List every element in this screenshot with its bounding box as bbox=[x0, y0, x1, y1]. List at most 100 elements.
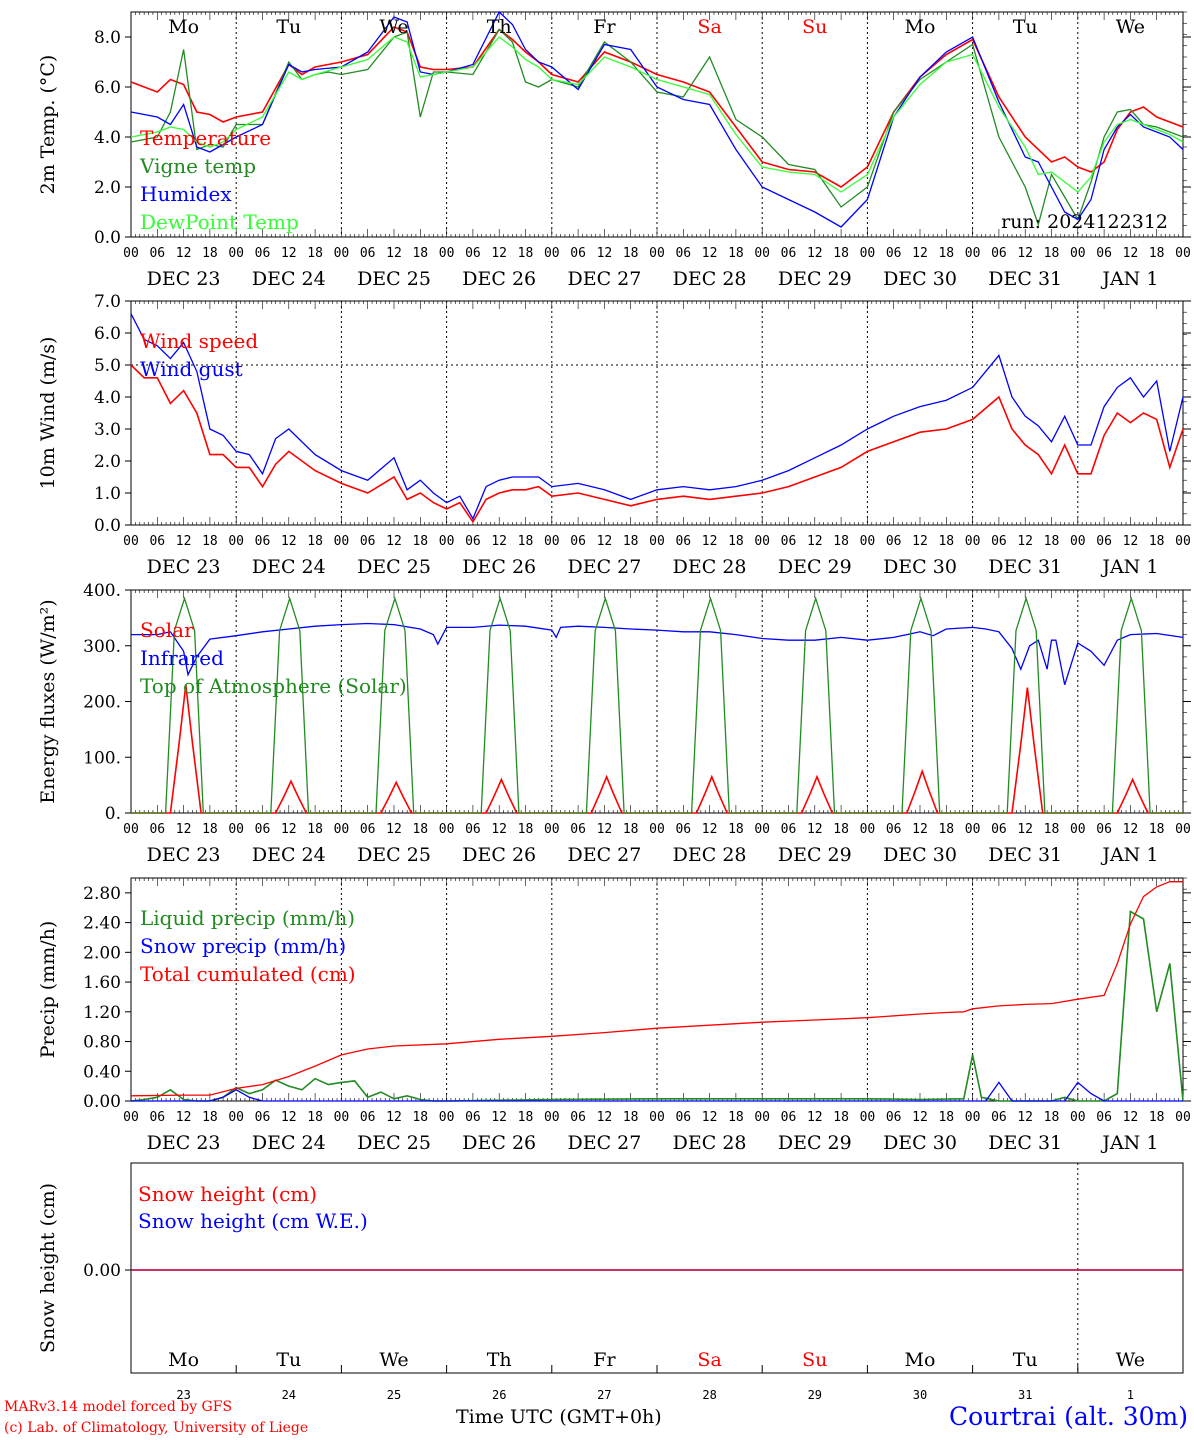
day-number-label: 31 bbox=[1018, 1388, 1032, 1402]
hour-tick-label: 12 bbox=[1017, 534, 1033, 549]
day-number-label: 1 bbox=[1127, 1388, 1134, 1402]
hour-tick-label: 12 bbox=[176, 246, 192, 261]
hour-tick-label: 18 bbox=[1044, 534, 1060, 549]
hour-tick-label: 00 bbox=[544, 1110, 560, 1125]
panel-5: Snow height (cm) bbox=[37, 1162, 1184, 1374]
ytick-label: 2.80 bbox=[83, 884, 121, 904]
day-label: DEC 31 bbox=[988, 1132, 1062, 1154]
hour-tick-label: 00 bbox=[1070, 822, 1086, 837]
day-label: DEC 30 bbox=[883, 268, 957, 290]
hour-tick-label: 00 bbox=[334, 246, 350, 261]
weekday-label: We bbox=[1116, 16, 1145, 38]
hour-tick-label: 18 bbox=[728, 246, 744, 261]
hour-tick-label: 06 bbox=[255, 534, 271, 549]
legend-entry: Solar bbox=[140, 618, 194, 642]
hour-tick-label: 12 bbox=[597, 534, 613, 549]
hour-tick-label: 06 bbox=[991, 534, 1007, 549]
hour-tick-label: 18 bbox=[938, 822, 954, 837]
day-label: DEC 23 bbox=[147, 268, 221, 290]
hour-tick-label: 00 bbox=[123, 246, 139, 261]
legend-entry: Liquid precip (mm/h) bbox=[140, 906, 355, 930]
hour-tick-label: 06 bbox=[149, 1110, 165, 1125]
hour-tick-label: 06 bbox=[675, 246, 691, 261]
hour-tick-label: 12 bbox=[176, 1110, 192, 1125]
day-label: DEC 31 bbox=[988, 268, 1062, 290]
weekday-label: Mo bbox=[905, 16, 936, 38]
time-axis-label: Time UTC (GMT+0h) bbox=[456, 1406, 662, 1428]
hour-tick-label: 06 bbox=[781, 534, 797, 549]
hour-tick-label: 18 bbox=[1149, 1110, 1165, 1125]
hour-tick-label: 00 bbox=[860, 1110, 876, 1125]
day-number-label: 24 bbox=[282, 1388, 296, 1402]
hour-tick-label: 06 bbox=[675, 534, 691, 549]
hour-tick-label: 00 bbox=[439, 822, 455, 837]
station-label: Courtrai (alt. 30m) bbox=[949, 1402, 1188, 1431]
hour-tick-label: 06 bbox=[886, 1110, 902, 1125]
yaxis-label: Energy fluxes (W/m²) bbox=[37, 599, 59, 803]
day-label: DEC 25 bbox=[357, 268, 431, 290]
hour-tick-label: 18 bbox=[623, 822, 639, 837]
hour-tick-label: 12 bbox=[702, 1110, 718, 1125]
yaxis-label: Snow height (cm) bbox=[37, 1183, 59, 1353]
hour-tick-label: 18 bbox=[728, 1110, 744, 1125]
run-label: run: 2024122312 bbox=[1001, 211, 1168, 233]
legend-entry: Wind speed bbox=[140, 329, 258, 353]
hour-tick-label: 12 bbox=[281, 534, 297, 549]
hour-tick-label: 12 bbox=[491, 1110, 507, 1125]
hour-tick-label: 12 bbox=[702, 822, 718, 837]
hour-tick-label: 06 bbox=[1096, 534, 1112, 549]
hour-tick-label: 00 bbox=[123, 1110, 139, 1125]
hour-tick-label: 18 bbox=[412, 246, 428, 261]
day-label: DEC 25 bbox=[357, 1132, 431, 1154]
ytick-label: 4.0 bbox=[94, 128, 121, 148]
weekday-label: Su bbox=[802, 1349, 827, 1371]
day-label: DEC 29 bbox=[778, 268, 852, 290]
hour-tick-label: 06 bbox=[570, 534, 586, 549]
day-number-label: 26 bbox=[492, 1388, 506, 1402]
hour-tick-label: 00 bbox=[544, 246, 560, 261]
ytick-label: 0.40 bbox=[83, 1062, 121, 1082]
hour-tick-label: 12 bbox=[912, 1110, 928, 1125]
hour-tick-label: 00 bbox=[228, 246, 244, 261]
ytick-label: 2.00 bbox=[83, 943, 121, 963]
hour-tick-label: 12 bbox=[702, 246, 718, 261]
hour-tick-label: 18 bbox=[1044, 822, 1060, 837]
day-label: DEC 23 bbox=[147, 556, 221, 578]
weekday-label: We bbox=[1116, 1349, 1145, 1371]
hour-tick-label: 12 bbox=[1017, 1110, 1033, 1125]
weekday-label: Sa bbox=[697, 16, 721, 38]
hour-tick-label: 00 bbox=[1070, 246, 1086, 261]
day-label: DEC 23 bbox=[147, 1132, 221, 1154]
hour-tick-label: 00 bbox=[1175, 1110, 1191, 1125]
hour-tick-label: 06 bbox=[360, 1110, 376, 1125]
hour-tick-label: 12 bbox=[386, 1110, 402, 1125]
ytick-label: 200. bbox=[83, 693, 121, 713]
day-number-label: 23 bbox=[176, 1388, 190, 1402]
day-label: DEC 26 bbox=[462, 556, 536, 578]
hour-tick-label: 06 bbox=[570, 822, 586, 837]
day-label: JAN 1 bbox=[1100, 268, 1158, 290]
hour-tick-label: 18 bbox=[202, 1110, 218, 1125]
panel-4: Precip (mm/h) bbox=[37, 877, 1191, 1102]
legend-entry: Vigne temp bbox=[139, 154, 256, 178]
weekday-label: Mo bbox=[168, 1349, 199, 1371]
lab-credit: (c) Lab. of Climatology, University of L… bbox=[4, 1420, 309, 1436]
weekday-label: Fr bbox=[593, 1349, 616, 1371]
hour-tick-label: 06 bbox=[991, 246, 1007, 261]
hour-tick-label: 00 bbox=[123, 534, 139, 549]
day-label: DEC 27 bbox=[567, 556, 641, 578]
hour-tick-label: 18 bbox=[1044, 246, 1060, 261]
series-line bbox=[131, 1081, 1183, 1102]
hour-tick-label: 00 bbox=[649, 534, 665, 549]
hour-tick-label: 06 bbox=[149, 246, 165, 261]
weekday-label: We bbox=[379, 1349, 408, 1371]
day-label: JAN 1 bbox=[1100, 844, 1158, 866]
hour-tick-label: 18 bbox=[518, 822, 534, 837]
hour-tick-label: 00 bbox=[754, 822, 770, 837]
hour-tick-label: 06 bbox=[675, 822, 691, 837]
hour-tick-label: 06 bbox=[991, 1110, 1007, 1125]
hour-tick-label: 18 bbox=[938, 246, 954, 261]
hour-tick-label: 12 bbox=[1017, 822, 1033, 837]
hour-tick-label: 18 bbox=[623, 534, 639, 549]
